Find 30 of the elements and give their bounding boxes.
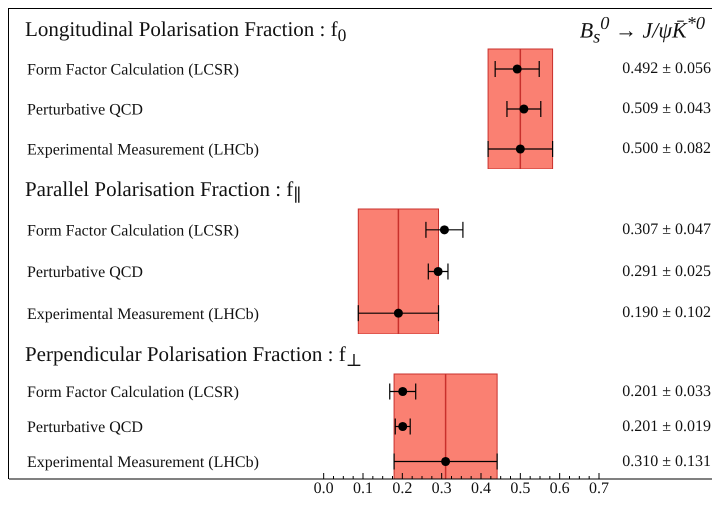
annotation: 0.201 ± 0.033 — [622, 382, 711, 402]
y-tick-label: Perturbative QCD — [27, 419, 143, 436]
y-tick-label: Perturbative QCD — [27, 264, 143, 282]
x-tick-label: 0.7 — [589, 480, 609, 497]
y-tick-label: Form Factor Calculation (LCSR) — [27, 222, 239, 240]
annotation: 0.492 ± 0.056 — [622, 59, 711, 79]
y-tick-label: Perturbative QCD — [27, 102, 143, 119]
x-tick-label: 0.5 — [510, 480, 530, 497]
annotation: 0.190 ± 0.102 — [622, 303, 711, 324]
x-tick-label: 0.3 — [432, 480, 452, 497]
chart-title: Perpendicular Polarisation Fraction : f$_{⊥}$ — [25, 342, 362, 372]
annotation: 0.201 ± 0.019 — [622, 416, 711, 436]
y-tick-label: Form Factor Calculation (LCSR) — [27, 62, 239, 79]
y-tick-label: Experimental Measurement (LHCb) — [27, 306, 259, 323]
annotation: 0.307 ± 0.047 — [622, 220, 711, 240]
y-tick-label: Experimental Measurement (LHCb) — [27, 142, 259, 159]
annotation: 0.310 ± 0.131 — [622, 452, 711, 472]
x-tick-label: 0.1 — [353, 480, 373, 497]
y-tick-label: Form Factor Calculation (LCSR) — [27, 384, 239, 402]
annotation: 0.500 ± 0.082 — [622, 139, 711, 159]
x-tick-label: 0.0 — [314, 480, 334, 497]
y-tick-label: Experimental Measurement (LHCb) — [27, 454, 259, 472]
annotation: 0.509 ± 0.043 — [622, 99, 711, 119]
x-tick-label: 0.4 — [471, 480, 491, 497]
text: B$_{s}$$^{0}$ → J/ψK̄$^{*0}$ — [580, 13, 705, 48]
x-tick-label: 0.6 — [550, 480, 570, 497]
x-tick-label: 0.2 — [392, 480, 412, 497]
annotation: 0.291 ± 0.025 — [622, 262, 711, 282]
chart-title: Parallel Polarisation Fraction : f$_{∥}$ — [25, 177, 302, 206]
chart-title: Longitudinal Polarisation Fraction : f$_{0}$ — [25, 17, 346, 46]
